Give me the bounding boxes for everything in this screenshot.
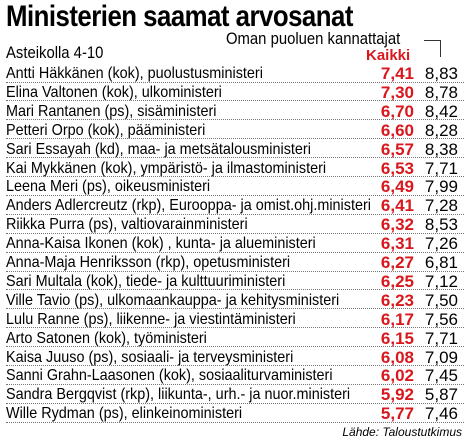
minister-name: Anna-Maja Henriksson (rkp), opetusminist… <box>6 254 291 271</box>
score-party-supporters: 8,53 <box>424 215 458 235</box>
score-party-supporters: 7,56 <box>424 309 458 329</box>
minister-name: Anders Adlercreutz (rkp), Eurooppa- ja o… <box>6 197 371 215</box>
score-party-supporters: 7,12 <box>424 271 458 291</box>
minister-name: Antti Häkkänen (kok), puolustusministeri <box>6 65 263 82</box>
score-party-supporters: 8,42 <box>424 101 458 121</box>
minister-name: Riikka Purra (ps), valtiovarainministeri <box>6 216 248 234</box>
minister-name: Ville Tavio (ps), ulkomaankauppa- ja keh… <box>6 291 340 309</box>
minister-name: Sari Multala (kok), tiede- ja kulttuurim… <box>6 272 286 290</box>
table-row: Leena Meri (ps), oikeusministeri 6,49 7,99 <box>0 177 468 196</box>
score-party-supporters: 8,83 <box>424 64 458 83</box>
score-all: 6,17 <box>380 309 414 329</box>
table-row: Anna-Kaisa Ikonen (kok) , kunta- ja alue… <box>0 234 468 253</box>
score-party-supporters: 5,87 <box>424 385 458 405</box>
score-all: 6,57 <box>380 139 414 159</box>
minister-name: Arto Satonen (kok), työministeri <box>6 329 207 347</box>
score-all: 6,49 <box>380 177 414 197</box>
table-row: Anna-Maja Henriksson (rkp), opetusminist… <box>0 253 468 272</box>
score-party-supporters: 7,50 <box>424 290 458 310</box>
table-row: Elina Valtonen (kok), ulkoministeri 7,30 8… <box>0 83 468 102</box>
score-all: 6,32 <box>380 215 414 235</box>
table-row: Anders Adlercreutz (rkp), Eurooppa- ja o… <box>0 196 468 215</box>
chart-subtitle: Asteikolla 4-10 <box>6 44 104 62</box>
score-all: 6,31 <box>380 234 414 254</box>
table-row: Arto Satonen (kok), työministeri 6,15 7,71 <box>0 329 468 348</box>
score-party-supporters: 7,71 <box>424 158 458 178</box>
score-party-supporters: 8,38 <box>424 139 458 159</box>
minister-name: Sari Essayah (kd), maa- ja metsätalousmi… <box>6 140 311 158</box>
column-header-all: Kaikki <box>366 47 411 64</box>
table-row: Antti Häkkänen (kok), puolustusministeri… <box>0 64 468 83</box>
column-header-party-supporters: Oman puoluen kannattajat <box>226 30 401 48</box>
score-all: 6,02 <box>380 366 414 386</box>
table-row: Kai Mykkänen (kok), ympäristö- ja ilmast… <box>0 159 468 178</box>
score-party-supporters: 6,81 <box>424 253 458 272</box>
table-row: Wille Rydman (ps), elinkeinoministeri 5,7… <box>0 404 468 423</box>
score-all: 6,27 <box>380 253 414 272</box>
score-party-supporters: 7,09 <box>424 347 458 367</box>
score-party-supporters: 7,71 <box>424 328 458 348</box>
score-all: 5,77 <box>380 404 414 424</box>
table-row: Petteri Orpo (kok), pääministeri 6,60 8,28 <box>0 121 468 140</box>
chart-title: Ministerien saamat arvosanat <box>6 0 353 33</box>
minister-name: Kai Mykkänen (kok), ympäristö- ja ilmast… <box>6 159 327 177</box>
table-row: Riikka Purra (ps), valtiovarainministeri… <box>0 215 468 234</box>
minister-name: Petteri Orpo (kok), pääministeri <box>6 121 206 139</box>
score-party-supporters: 8,28 <box>424 120 458 140</box>
score-all: 6,15 <box>380 328 414 348</box>
score-all: 7,30 <box>380 82 414 102</box>
column-header-bracket <box>424 40 441 57</box>
score-party-supporters: 7,45 <box>424 366 458 386</box>
score-party-supporters: 7,28 <box>424 196 458 216</box>
score-all: 6,60 <box>380 120 414 140</box>
source-note: Lähde: Taloustutkimus <box>342 425 462 439</box>
minister-name: Sandra Bergqvist (rkp), liikunta-, urh.-… <box>6 386 351 404</box>
minister-name: Elina Valtonen (kok), ulkoministeri <box>6 83 222 101</box>
score-all: 6,25 <box>380 271 414 291</box>
score-party-supporters: 8,78 <box>424 82 458 102</box>
score-party-supporters: 7,99 <box>424 177 458 197</box>
score-all: 6,23 <box>380 290 414 310</box>
score-all: 5,92 <box>380 385 414 405</box>
table-row: Kaisa Juuso (ps), sosiaali- ja terveysmi… <box>0 348 468 367</box>
table-row: Sari Essayah (kd), maa- ja metsätalousmi… <box>0 140 468 159</box>
minister-name: Mari Rantanen (ps), sisäministeri <box>6 102 217 120</box>
score-all: 6,41 <box>380 196 414 216</box>
score-all: 6,53 <box>380 158 414 178</box>
table-row: Ville Tavio (ps), ulkomaankauppa- ja keh… <box>0 291 468 310</box>
score-party-supporters: 7,26 <box>424 234 458 254</box>
minister-name: Sanni Grahn-Laasonen (kok), sosiaaliturv… <box>6 367 333 385</box>
minister-name: Kaisa Juuso (ps), sosiaali- ja terveysmi… <box>6 348 294 366</box>
score-all: 6,08 <box>380 347 414 367</box>
minister-name: Wille Rydman (ps), elinkeinoministeri <box>6 405 243 423</box>
score-party-supporters: 7,46 <box>424 404 458 424</box>
minister-name: Leena Meri (ps), oikeusministeri <box>6 178 211 196</box>
table-row: Sanni Grahn-Laasonen (kok), sosiaaliturv… <box>0 366 468 385</box>
score-all: 6,70 <box>380 101 414 121</box>
minister-name: Lulu Ranne (ps), liikenne- ja viestintäm… <box>6 310 296 328</box>
table-row: Mari Rantanen (ps), sisäministeri 6,70 8,4… <box>0 102 468 121</box>
table-row: Sandra Bergqvist (rkp), liikunta-, urh.-… <box>0 385 468 404</box>
table-row: Lulu Ranne (ps), liikenne- ja viestintäm… <box>0 310 468 329</box>
table-row: Sari Multala (kok), tiede- ja kulttuurim… <box>0 272 468 291</box>
score-all: 7,41 <box>380 64 414 83</box>
minister-name: Anna-Kaisa Ikonen (kok) , kunta- ja alue… <box>6 235 316 253</box>
